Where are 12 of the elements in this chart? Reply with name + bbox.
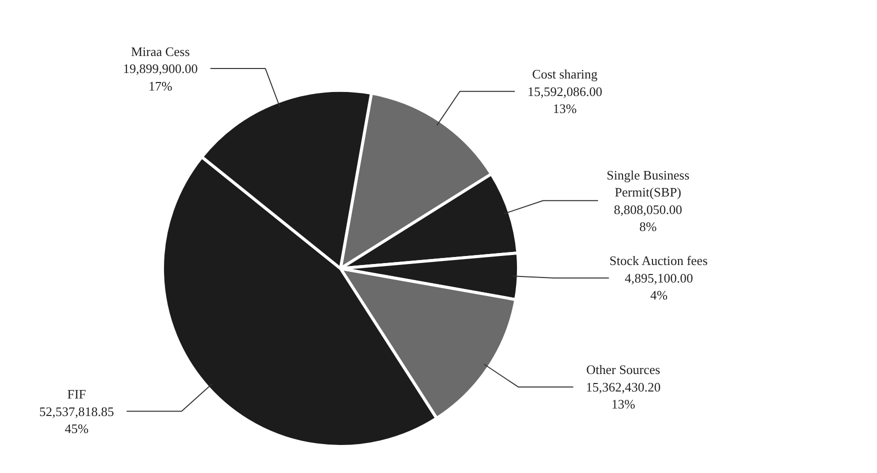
slice-label: Other Sources: [586, 362, 660, 378]
data-label: 4,895,100.00 4%: [624, 270, 694, 303]
slice-label: Stock Auction fees: [609, 253, 708, 268]
slice-label: Cost sharing: [532, 66, 598, 82]
slice-label: Miraa Cess: [130, 44, 190, 59]
slice-label: FIF: [67, 386, 86, 402]
slice-label: Single Business Permit(SBP): [606, 167, 690, 200]
data-label: 15,362,430.20 13%: [586, 379, 661, 412]
data-label: 8,808,050.00 8%: [614, 202, 682, 234]
data-label: 15,592,086.00 13%: [527, 84, 602, 116]
data-label: 19,899,900.00 17%: [123, 61, 198, 94]
data-label: 52,537,818.85 45%: [39, 404, 114, 436]
